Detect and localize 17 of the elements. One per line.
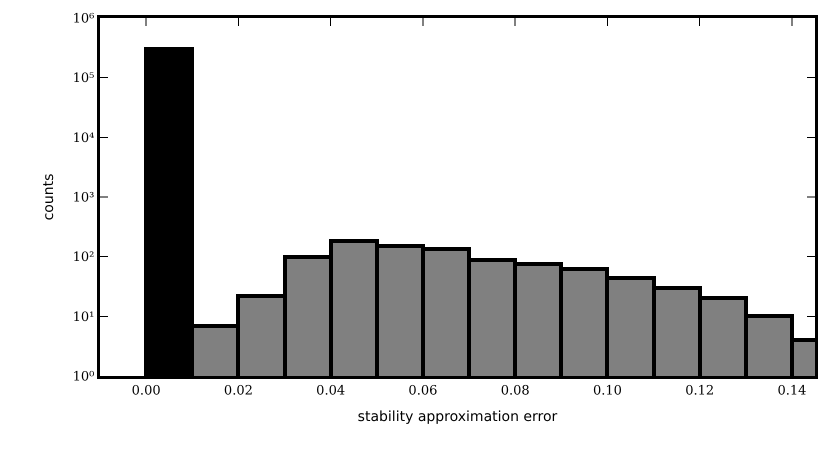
x-tick-label: 0.04: [316, 384, 346, 399]
x-tick-label: 0.14: [777, 384, 806, 399]
y-tick-label: 10²: [72, 250, 94, 266]
x-tick-label: 0.08: [500, 384, 530, 399]
y-tick-label: 10⁶: [72, 12, 94, 27]
y-axis-title: counts: [41, 174, 58, 220]
y-tick-label: 10⁴: [72, 130, 94, 146]
x-axis-title: stability approximation error: [358, 408, 558, 425]
y-tick-label: 10⁰: [72, 370, 94, 385]
x-tick-label: 0.02: [224, 384, 253, 399]
y-tick-label: 10¹: [72, 310, 94, 325]
y-tick-label: 10³: [72, 190, 94, 206]
x-tick-label: 0.00: [132, 384, 161, 399]
y-tick-label: 10⁵: [72, 71, 94, 86]
x-tick-label: 0.10: [592, 384, 622, 399]
x-tick-label: 0.12: [685, 384, 714, 399]
x-tick-label: 0.06: [408, 384, 438, 399]
